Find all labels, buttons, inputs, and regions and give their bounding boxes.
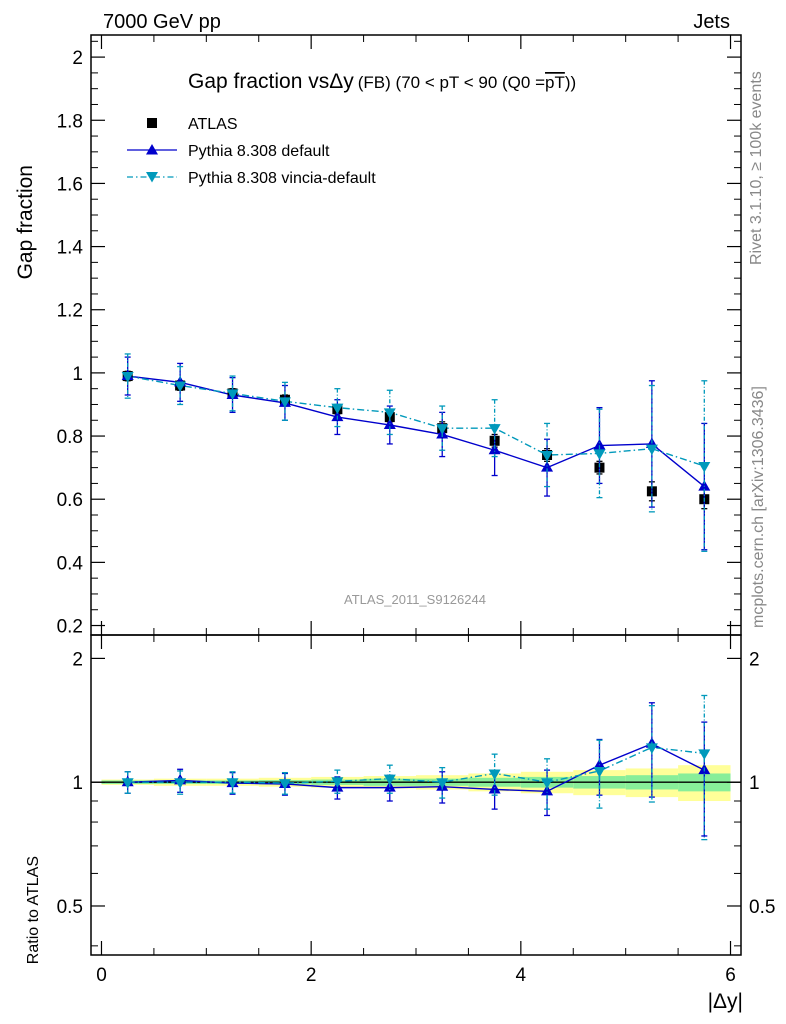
y-tick-label: 0.4 bbox=[57, 553, 84, 574]
y-tick-label: 1 bbox=[72, 364, 83, 385]
y-tick-label: 0.6 bbox=[57, 490, 83, 511]
ratio-line-pythia-vincia bbox=[127, 746, 705, 784]
legend-marker-pythia-default bbox=[146, 144, 158, 155]
title-close: )) bbox=[565, 73, 576, 92]
series-line-pythia-vincia bbox=[127, 375, 705, 467]
point-pythia-vincia bbox=[645, 444, 658, 456]
ratio-point-pythia-vincia bbox=[174, 778, 187, 789]
legend-label-atlas: ATLAS bbox=[188, 116, 238, 133]
y-tick-label: 1.2 bbox=[57, 301, 83, 322]
ratio-point-pythia-vincia bbox=[383, 774, 396, 786]
title-delta: Δy bbox=[329, 70, 354, 93]
ratio-line-pythia-default bbox=[127, 743, 705, 793]
title-sub: (FB) (70 < pT < 90 (Q0 = bbox=[358, 73, 545, 92]
title-overline: pT bbox=[545, 73, 565, 92]
title-main: Gap fraction vs bbox=[188, 70, 329, 93]
x-tick-label: 2 bbox=[306, 965, 317, 986]
legend-label-pythia-vincia: Pythia 8.308 vincia-default bbox=[188, 170, 376, 187]
point-pythia-vincia bbox=[331, 403, 344, 415]
series-line-pythia-default bbox=[127, 375, 705, 488]
y-tick-label: 0.8 bbox=[57, 427, 83, 448]
ratio-point-pythia-vincia bbox=[541, 778, 554, 789]
point-pythia-vincia bbox=[226, 389, 239, 400]
point-pythia-vincia bbox=[121, 372, 134, 383]
rivet-label: Rivet 3.1.10, ≥ 100k events bbox=[748, 71, 765, 265]
header-process: Jets bbox=[693, 11, 730, 33]
ratio-point-pythia-default bbox=[593, 758, 606, 770]
y-axis-label: Gap fraction bbox=[14, 165, 37, 279]
ratio-point-pythia-vincia bbox=[331, 777, 344, 788]
ratio-point-pythia-vincia bbox=[593, 766, 606, 778]
ratio-point-pythia-vincia bbox=[645, 743, 658, 754]
point-pythia-vincia bbox=[174, 381, 187, 393]
legend-label-pythia-default: Pythia 8.308 default bbox=[188, 143, 330, 160]
point-pythia-vincia bbox=[593, 449, 606, 460]
main-series-layer bbox=[121, 353, 711, 552]
ratio-point-pythia-vincia bbox=[698, 749, 711, 760]
x-axis-label: |Δy| bbox=[708, 990, 743, 1013]
point-pythia-default bbox=[593, 439, 606, 450]
legend-marker-pythia-vincia bbox=[146, 172, 158, 183]
ratio-y-tick-label: 2 bbox=[72, 649, 83, 670]
ratio-y-tick-label: 0.5 bbox=[57, 897, 83, 918]
y-tick-label: 1.8 bbox=[57, 111, 83, 132]
y-tick-label: 0.2 bbox=[57, 617, 83, 638]
legend: ATLAS Pythia 8.308 default Pythia 8.308 … bbox=[127, 116, 376, 187]
x-tick-label: 4 bbox=[516, 965, 527, 986]
ratio-y-tick-label-right: 2 bbox=[749, 649, 760, 670]
ratio-y-tick-label: 1 bbox=[72, 773, 83, 794]
point-pythia-default bbox=[698, 480, 711, 491]
ratio-point-pythia-default bbox=[541, 784, 554, 796]
ratio-y-tick-label-right: 1 bbox=[749, 773, 760, 794]
analysis-watermark: ATLAS_2011_S9126244 bbox=[344, 592, 486, 607]
point-pythia-default bbox=[488, 443, 501, 455]
ratio-point-pythia-vincia bbox=[488, 769, 501, 780]
x-tick-label: 6 bbox=[725, 965, 736, 986]
chart-title: Gap fraction vsΔy (FB) (70 < pT < 90 (Q0 … bbox=[188, 70, 576, 93]
mcplots-label: mcplots.cern.ch [arXiv:1306.3436] bbox=[750, 386, 767, 628]
point-pythia-vincia bbox=[383, 408, 396, 419]
point-pythia-vincia bbox=[488, 424, 501, 435]
ratio-y-tick-label-right: 0.5 bbox=[749, 897, 775, 918]
y-tick-label: 2 bbox=[72, 48, 83, 69]
x-tick-label: 0 bbox=[96, 965, 107, 986]
y-tick-label: 1.6 bbox=[57, 174, 83, 195]
point-pythia-vincia bbox=[541, 451, 554, 462]
point-pythia-vincia bbox=[278, 397, 291, 408]
point-pythia-vincia bbox=[698, 462, 711, 473]
axis-ticks: 0.2 0.4 0.6 0.8 1 1.2 1.4 1.6 1.8 2 0.5 0.5 1 1 2 2 0 2 4 6 bbox=[57, 35, 775, 986]
ratio-series-layer bbox=[121, 694, 711, 841]
ratio-point-pythia-vincia bbox=[436, 778, 449, 789]
ratio-point-pythia-vincia bbox=[226, 778, 239, 789]
ratio-y-axis-label: Ratio to ATLAS bbox=[25, 856, 42, 964]
ratio-point-pythia-vincia bbox=[121, 778, 134, 789]
point-pythia-vincia bbox=[436, 424, 449, 435]
ratio-point-pythia-vincia bbox=[278, 779, 291, 790]
legend-marker-atlas bbox=[147, 118, 157, 128]
header-energy: 7000 GeV pp bbox=[103, 11, 221, 33]
ratio-uncertainty-bands bbox=[101, 765, 731, 802]
y-tick-label: 1.4 bbox=[57, 238, 84, 259]
ratio-point-pythia-default bbox=[488, 782, 501, 794]
